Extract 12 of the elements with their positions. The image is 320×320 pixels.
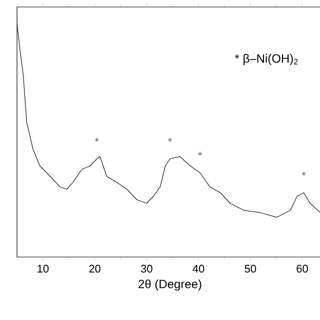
annotation: * (168, 138, 172, 142)
x-tick-label: 20 (89, 264, 100, 273)
x-tick-label: 10 (38, 264, 49, 273)
x-tick-label: 30 (140, 264, 152, 273)
x-tick-label: 50 (244, 264, 256, 273)
x-tick-label: 60 (296, 264, 308, 273)
x-tick-label: 40 (192, 264, 204, 273)
annotation: * (198, 152, 202, 156)
annotation: * (302, 172, 306, 176)
annotation: * (94, 138, 99, 142)
x-axis-title: 2θ (Degree) (138, 279, 202, 291)
annotation: * β–Ni(OH)$_{2}$ (234, 54, 298, 66)
